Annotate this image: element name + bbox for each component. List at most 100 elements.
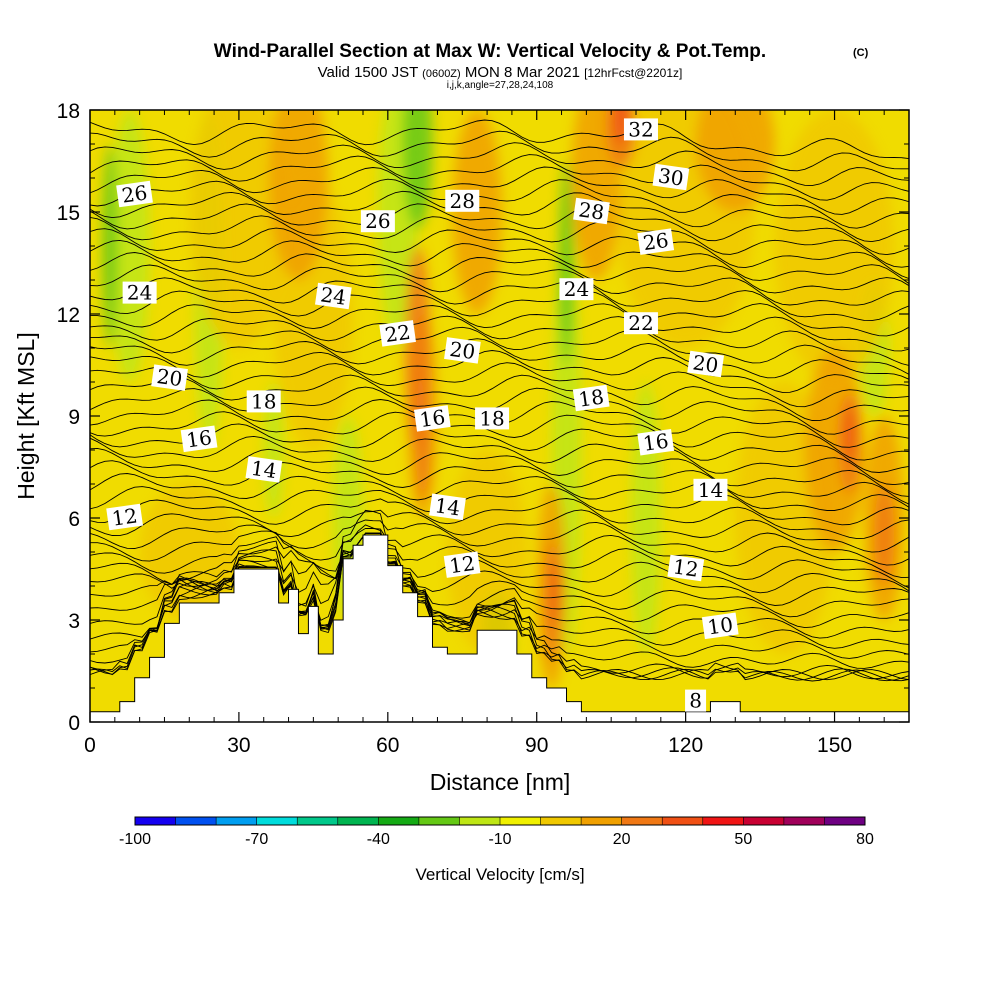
colorbar-swatch	[662, 817, 704, 825]
theta-label-bg	[637, 428, 675, 456]
theta-contour-line	[90, 154, 909, 201]
theta-label-text: 18	[577, 384, 606, 411]
theta-label-text: 24	[319, 282, 348, 309]
theta-label-bg	[314, 282, 352, 310]
colorbar-tick-label: -10	[488, 831, 511, 848]
chart-subtitle-2: i,j,k,angle=27,28,24,108	[447, 80, 554, 91]
colorbar-swatch	[500, 817, 542, 825]
theta-contour-line	[90, 532, 909, 629]
colorbar-swatch	[581, 817, 623, 825]
velocity-blob	[874, 484, 895, 586]
theta-label-text: 20	[448, 337, 477, 364]
theta-label: 16	[180, 425, 218, 452]
theta-contour-line	[90, 486, 909, 526]
theta-contour-line	[90, 386, 909, 435]
y-tick-label: 9	[68, 406, 80, 429]
colorbar-swatch	[175, 817, 217, 825]
velocity-blob	[102, 144, 118, 348]
theta-label-text: 32	[628, 117, 653, 141]
theta-label-text: 12	[672, 554, 701, 581]
theta-label: 18	[572, 384, 610, 412]
theta-contour-line	[90, 130, 909, 172]
theta-contour-line	[90, 519, 909, 566]
y-axis-ticks: 0 3 6 9 12 15 18	[57, 100, 909, 735]
theta-label-text: 16	[418, 405, 447, 432]
theta-label: 18	[475, 406, 510, 430]
colorbar-swatch	[702, 817, 744, 825]
theta-label-text: 16	[185, 425, 214, 452]
theta-label-bg	[559, 278, 594, 301]
theta-label-text: 28	[450, 189, 475, 213]
title-mark: (C)	[853, 47, 869, 59]
theta-label: 24	[122, 281, 157, 305]
y-tick-label: 3	[68, 610, 80, 633]
x-tick-label: 0	[84, 734, 96, 757]
theta-label-text: 26	[365, 209, 390, 233]
colorbar-swatch	[216, 817, 258, 825]
theta-contour-line	[90, 532, 909, 659]
theta-contour-line	[90, 303, 909, 352]
theta-contour-line	[90, 119, 909, 160]
theta-label-bg	[693, 478, 728, 501]
theta-label-text: 14	[433, 493, 462, 520]
theta-label-text: 26	[641, 228, 670, 255]
velocity-blob	[552, 558, 561, 627]
plot-area	[90, 110, 909, 722]
theta-label-text: 16	[641, 429, 670, 456]
theta-contour-line	[90, 423, 909, 473]
theta-label: 14	[693, 478, 728, 502]
velocity-field	[102, 110, 905, 688]
velocity-blob	[189, 110, 289, 348]
theta-label-text: 24	[127, 281, 152, 305]
theta-label: 26	[637, 228, 675, 255]
theta-contour-labels: 26 24 20 16 18 14 12 26 24 22 28 20 16 18 14 12 24 28 18 32…	[106, 117, 739, 713]
theta-contour-line	[90, 532, 909, 618]
theta-label: 12	[106, 503, 143, 531]
theta-label-text: 22	[628, 311, 653, 335]
velocity-blob	[695, 110, 775, 212]
subtitle-utc: (0600Z)	[422, 68, 461, 80]
theta-label: 10	[701, 612, 739, 639]
x-axis-ticks: 0 30 60 90 120 150	[84, 110, 885, 757]
colorbar-tick-label: -40	[367, 831, 390, 848]
theta-label: 24	[559, 277, 594, 301]
theta-label: 26	[116, 180, 153, 208]
theta-contour-line	[90, 532, 909, 606]
theta-label-text: 18	[479, 406, 504, 430]
theta-contour-line	[90, 290, 909, 337]
theta-label-bg	[445, 189, 480, 212]
theta-label-bg	[687, 350, 724, 378]
colorbar-swatch	[540, 817, 582, 825]
theta-label-bg	[475, 407, 510, 430]
theta-label-bg	[413, 405, 451, 432]
x-tick-label: 150	[817, 734, 852, 757]
colorbar-swatch	[459, 817, 501, 825]
x-tick-label: 30	[227, 734, 250, 757]
y-tick-label: 0	[68, 712, 80, 735]
theta-contour-line	[90, 374, 909, 422]
colorbar-swatch	[418, 817, 460, 825]
theta-label-bg	[122, 281, 157, 304]
theta-label-bg	[429, 493, 466, 521]
velocity-blob	[402, 110, 433, 229]
theta-contour-line	[90, 350, 909, 393]
theta-contour-line	[90, 532, 909, 649]
theta-contour-line	[90, 277, 909, 322]
theta-label: 14	[429, 493, 466, 521]
theta-label: 18	[246, 389, 281, 413]
velocity-blob	[452, 110, 502, 314]
colorbar-swatch	[135, 817, 177, 825]
theta-label-text: 30	[657, 163, 686, 190]
theta-label: 30	[652, 163, 690, 191]
colorbar-tick-label: 50	[734, 831, 752, 848]
colorbar-swatch	[743, 817, 785, 825]
x-tick-label: 120	[668, 734, 703, 757]
theta-label: 28	[573, 197, 610, 225]
theta-label-text: 24	[564, 277, 589, 301]
theta-label-text: 22	[383, 320, 412, 347]
colorbar-tick-label: -100	[119, 831, 151, 848]
velocity-blob	[844, 405, 855, 461]
subtitle-main: MON 8 Mar 2021	[465, 64, 580, 81]
colorbar-tick-label: 20	[613, 831, 631, 848]
theta-label-text: 20	[691, 350, 720, 377]
